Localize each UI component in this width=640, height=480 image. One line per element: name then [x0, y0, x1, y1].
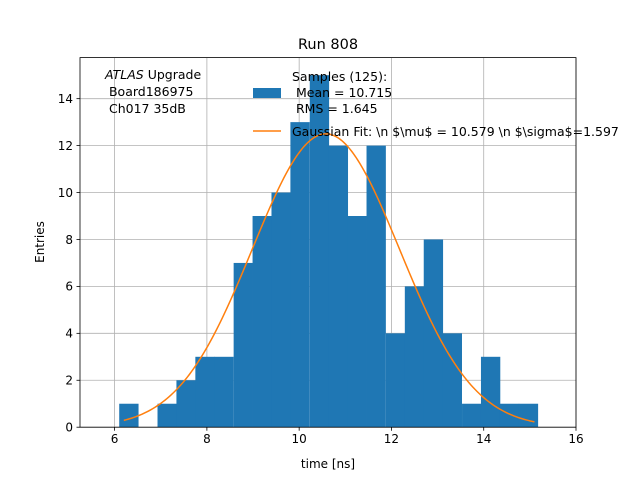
y-axis-label: Entries	[33, 221, 47, 263]
x-tick-label-1: 8	[203, 432, 211, 446]
y-tick-label-0: 0	[65, 421, 73, 435]
histogram-bar-18	[462, 403, 482, 428]
y-tick-label-6: 12	[58, 139, 73, 153]
gaussian-fit	[123, 133, 535, 423]
y-tick-label-5: 10	[58, 186, 73, 200]
histogram-bar-0	[119, 403, 139, 428]
x-tick-label-5: 16	[568, 432, 583, 446]
histogram-bar-20	[499, 403, 520, 428]
y-tick-label-3: 6	[65, 280, 73, 294]
annotation-board: Board186975	[105, 84, 193, 99]
histogram-bar-4	[195, 356, 215, 428]
histogram-bar-9	[290, 122, 310, 428]
fit-curve	[123, 133, 535, 423]
atlas-annotation: ATLAS Upgrade Board186975 Ch017 35dB	[104, 67, 201, 116]
chart-title: Run 808	[298, 37, 358, 53]
x-tick-label-4: 14	[476, 432, 491, 446]
y-tick-label-4: 8	[65, 233, 73, 247]
histogram-bar-14	[385, 333, 406, 428]
histogram-bar-16	[423, 239, 444, 428]
histogram-bar-13	[366, 145, 386, 428]
legend-samples-line2: Mean = 10.715	[292, 85, 392, 100]
histogram-bar-7	[252, 216, 272, 428]
histogram-bar-15	[404, 286, 425, 428]
histogram-bar-5	[214, 356, 234, 428]
y-tick-label-7: 14	[58, 92, 73, 106]
y-tick-label-1: 2	[65, 374, 73, 388]
x-tick-label-0: 6	[111, 432, 119, 446]
annotation-upgrade: Upgrade	[144, 67, 202, 82]
y-axis-ticks: 0 2 4 6 8 10 12 14	[58, 92, 80, 435]
legend-fit-label: Gaussian Fit: \n $\mu$ = 10.579 \n $\sig…	[292, 124, 619, 139]
histogram-bar-17	[442, 333, 462, 428]
svg-text:ATLAS Upgrade: ATLAS Upgrade	[104, 67, 201, 82]
plot-frame	[79, 57, 577, 428]
legend-samples-swatch	[253, 88, 281, 98]
x-tick-label-3: 12	[384, 432, 399, 446]
histogram-bars	[119, 75, 539, 428]
histogram-bar-11	[328, 145, 349, 428]
annotation-channel: Ch017 35dB	[105, 101, 186, 116]
histogram-bar-3	[176, 380, 196, 428]
x-axis-ticks: 6 8 10 12 14 16	[111, 427, 584, 446]
x-tick-label-2: 10	[292, 432, 307, 446]
histogram-bar-19	[480, 356, 501, 428]
y-tick-label-2: 4	[65, 327, 73, 341]
histogram-bar-21	[518, 403, 539, 428]
legend-samples-line3: RMS = 1.645	[292, 101, 378, 116]
histogram-bar-6	[233, 262, 253, 428]
x-axis-label: time [ns]	[301, 457, 355, 471]
legend: Samples (125): Mean = 10.715 RMS = 1.645…	[253, 69, 619, 139]
histogram-bar-8	[271, 192, 291, 428]
histogram-bar-2	[157, 403, 177, 428]
histogram-bar-10	[309, 75, 330, 428]
histogram-bar-12	[347, 216, 367, 428]
annotation-atlas: ATLAS	[104, 67, 144, 82]
legend-samples-line1: Samples (125):	[292, 69, 387, 84]
